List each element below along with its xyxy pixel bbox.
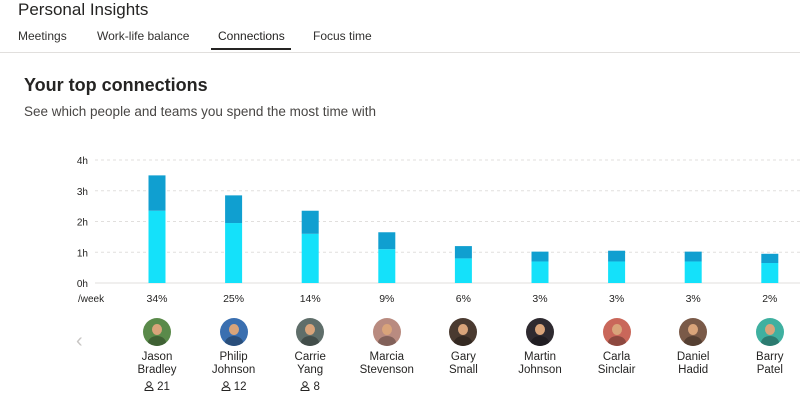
connection-name: Daniel Hadid [653, 351, 733, 377]
connection-name: Carrie Yang [270, 351, 350, 377]
shared-count: 8 [270, 381, 350, 393]
avatar[interactable] [449, 318, 478, 346]
avatar[interactable] [219, 318, 248, 346]
bar-segment-top [378, 232, 396, 250]
y-tick-label: 1h [77, 248, 88, 259]
bar-segment-top [531, 251, 549, 262]
people-row: Jason Bradley 21 Philip Johnson 12 Carrie Yang 8… [0, 316, 800, 400]
last-name: Johnson [518, 364, 562, 376]
first-name: Martin [524, 351, 556, 363]
tab-meetings[interactable]: Meetings [18, 29, 67, 43]
connection-item[interactable]: Marcia Stevenson [347, 316, 427, 377]
avatar[interactable] [755, 318, 784, 346]
y-tick-label: 4h [77, 156, 88, 167]
last-name: Hadid [678, 364, 709, 376]
connection-item[interactable]: Daniel Hadid [653, 316, 733, 377]
app-title: Personal Insights [18, 0, 149, 19]
percent-label: 3% [532, 293, 547, 305]
bar-segment-base [454, 258, 472, 283]
last-name: Patel [756, 364, 783, 376]
y-tick-label: 2h [77, 218, 88, 229]
bar-segment-top [225, 195, 243, 224]
percent-label: 6% [456, 293, 471, 305]
last-name: Stevenson [359, 364, 414, 376]
first-name: Gary [450, 351, 476, 363]
bar-segment-base [378, 249, 396, 283]
first-name: Daniel [676, 351, 710, 363]
avatar[interactable] [296, 318, 325, 346]
shared-count: 21 [117, 381, 197, 393]
connection-name: Philip Johnson [194, 351, 274, 377]
first-name: Marcia [369, 351, 405, 363]
person-icon [144, 381, 154, 391]
connection-name: Marcia Stevenson [347, 351, 427, 377]
connection-item[interactable]: Jason Bradley 21 [117, 316, 197, 393]
last-name: Yang [297, 364, 324, 376]
avatar[interactable] [602, 318, 631, 346]
person-icon [221, 381, 231, 391]
bar-segment-top [148, 175, 166, 211]
avatar[interactable] [679, 318, 708, 346]
shared-count: 12 [194, 381, 274, 393]
first-name: Barry [756, 351, 784, 363]
connection-item[interactable]: Martin Johnson [500, 316, 580, 377]
connection-item[interactable]: Philip Johnson 12 [194, 316, 274, 393]
last-name: Johnson [211, 364, 256, 376]
percent-label: 9% [379, 293, 394, 305]
shared-count-value: 12 [233, 381, 247, 393]
chevron-left-icon[interactable]: ‹ [76, 330, 83, 352]
bar-segment-base [301, 233, 319, 283]
bar-segment-top [454, 246, 472, 259]
connection-name: Gary Small [423, 351, 503, 377]
connection-item[interactable]: Carla Sinclair [577, 316, 657, 377]
bar-segment-base [225, 223, 243, 283]
connections-chart: 0h 1h 2h 3h 4h/week 34% 25% 14% 9% 6% 3% 3% 3% 2% [77, 156, 800, 305]
last-name: Sinclair [597, 364, 636, 376]
bar-segment-top [608, 250, 626, 262]
connection-name: Barry Patel [730, 351, 800, 377]
avatar[interactable] [372, 318, 401, 346]
section-subtitle: See which people and teams you spend the… [24, 104, 376, 119]
connection-name: Carla Sinclair [577, 351, 657, 377]
percent-label: 2% [762, 293, 777, 305]
bar-segment-base [608, 261, 626, 283]
connection-name: Martin Johnson [500, 351, 580, 377]
avatar[interactable] [143, 318, 171, 346]
last-name: Bradley [137, 364, 177, 376]
shared-count-value: 8 [313, 381, 320, 393]
percent-label: 34% [146, 293, 167, 305]
connection-item[interactable]: Barry Patel [730, 316, 800, 377]
shared-count-value: 21 [157, 381, 170, 393]
first-name: Jason [141, 351, 173, 363]
bar-segment-top [761, 253, 779, 264]
section-title: Your top connections [24, 75, 208, 95]
connection-item[interactable]: Carrie Yang 8 [270, 316, 350, 393]
percent-label: 14% [300, 293, 321, 305]
percent-label: 3% [609, 293, 624, 305]
percent-label: 25% [223, 293, 244, 305]
bar-segment-base [148, 210, 166, 283]
avatar[interactable] [526, 318, 554, 346]
y-tick-label: 3h [77, 187, 88, 198]
first-name: Carla [602, 351, 631, 363]
tab-work-life-balance[interactable]: Work-life balance [97, 29, 190, 43]
y-unit-label: /week [78, 294, 105, 305]
connection-item[interactable]: Gary Small [423, 316, 503, 377]
tab-connections[interactable]: Connections [218, 29, 285, 43]
bar-segment-top [684, 251, 702, 262]
first-name: Carrie [294, 351, 326, 363]
percent-label: 3% [686, 293, 701, 305]
last-name: Small [449, 364, 478, 376]
bar-segment-base [761, 263, 779, 283]
active-tab-indicator [211, 48, 291, 50]
connection-name: Jason Bradley [117, 351, 197, 377]
bar-segment-base [531, 261, 549, 283]
tab-bar: Meetings Work-life balance Connections F… [0, 24, 800, 53]
bar-segment-base [684, 261, 702, 283]
first-name: Philip [219, 351, 248, 363]
bar-segment-top [301, 210, 319, 234]
person-icon [300, 381, 310, 391]
tab-focus-time[interactable]: Focus time [313, 29, 372, 43]
y-tick-label: 0h [77, 279, 88, 290]
